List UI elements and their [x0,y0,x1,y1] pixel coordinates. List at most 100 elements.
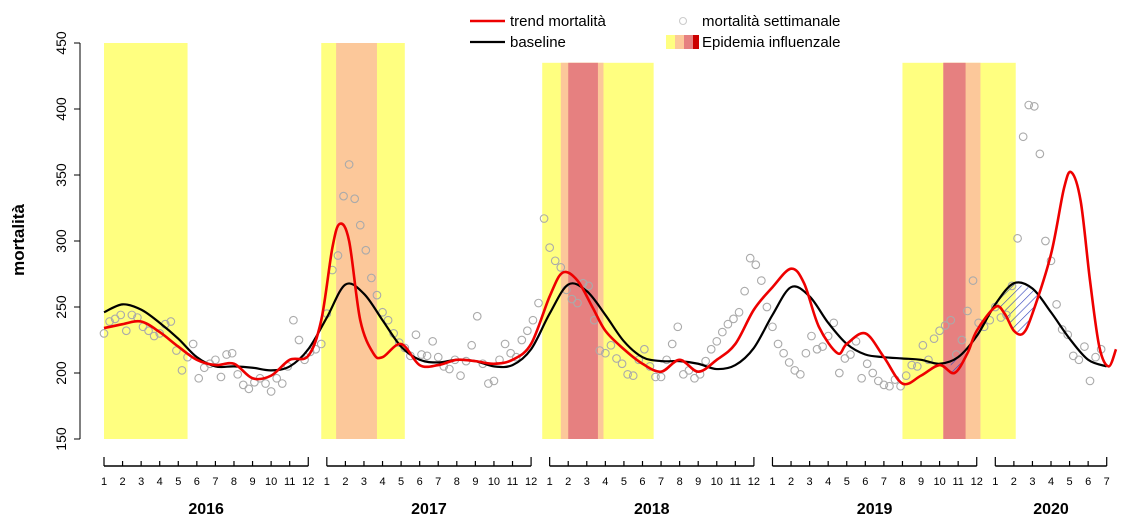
weekly-point [194,373,204,383]
epidemic-bands [104,43,1016,440]
weekly-point [623,369,632,379]
month-tick-label: 5 [844,476,850,488]
weekly-point [233,369,243,379]
weekly-point [857,373,866,383]
weekly-point [712,336,722,346]
weekly-point [807,331,816,341]
weekly-point [1035,149,1045,159]
month-tick-label: 6 [417,476,423,488]
year-label: 2017 [411,501,447,518]
weekly-point [996,313,1006,322]
weekly-point [628,371,638,380]
month-tick-label: 5 [398,476,404,488]
weekly-point [751,260,761,270]
excess-mortality-hatch [950,283,1039,373]
weekly-point [244,384,254,394]
legend: trend mortalità baseline mortalità setti… [470,13,840,51]
weekly-point [957,335,967,345]
weekly-point [149,331,159,341]
month-tick-label: 12 [971,476,983,488]
weekly-point [105,317,114,326]
month-tick-label: 4 [379,476,385,488]
weekly-point [801,348,811,358]
weekly-point [606,340,616,350]
weekly-point [584,281,593,291]
weekly-point [662,355,671,365]
weekly-point [907,360,917,370]
weekly-point [1063,330,1073,340]
weekly-point [846,350,855,359]
weekly-point [656,372,666,382]
month-tick-label: 6 [194,476,200,488]
weekly-point [472,311,482,321]
y-tick-label: 250 [53,295,69,319]
y-axis-label: mortalità [9,204,28,276]
legend-epi-high-swatch [684,35,693,49]
legend-baseline-label: baseline [510,34,566,51]
month-tick-label: 12 [302,476,314,488]
month-tick-label: 8 [231,476,237,488]
weekly-point [834,368,844,378]
weekly-point [717,327,727,337]
weekly-point [121,326,131,336]
weekly-point [261,379,270,388]
month-tick-label: 6 [1085,476,1091,488]
month-tick-label: 5 [1067,476,1073,488]
legend-epi-low-swatch [666,35,675,49]
weekly-point [762,302,772,312]
weekly-mortality-points [99,100,1106,396]
weekly-point [433,352,443,362]
month-tick-label: 10 [711,476,723,488]
month-tick-label: 4 [602,476,608,488]
weekly-point [723,319,733,329]
weekly-point [885,381,894,391]
weekly-point [350,194,360,204]
weekly-point [238,380,248,390]
y-tick-label: 300 [53,229,69,253]
month-tick-label: 1 [547,476,553,488]
weekly-point [773,339,783,349]
month-tick-label: 11 [730,476,741,488]
month-tick-label: 2 [342,476,348,488]
month-tick-label: 11 [284,476,295,488]
weekly-point [1068,351,1078,361]
year-label: 2016 [188,501,224,518]
weekly-point [188,339,198,349]
weekly-point [617,359,627,369]
weekly-point [768,322,777,332]
weekly-point [690,373,699,383]
weekly-point [272,373,282,383]
month-tick-label: 8 [454,476,460,488]
legend-weekly-swatch [678,16,688,26]
weekly-point [394,338,404,347]
month-tick-label: 2 [120,476,126,488]
weekly-point [445,364,454,374]
y-tick-label: 450 [53,31,69,55]
weekly-point [968,276,978,285]
month-tick-label: 8 [899,476,905,488]
month-tick-label: 7 [658,476,664,488]
weekly-point [651,372,660,382]
legend-trend-label: trend mortalità [510,13,607,30]
weekly-point [1007,281,1017,291]
weekly-point [868,368,878,378]
weekly-point [556,263,566,272]
month-tick-label: 11 [507,476,518,488]
month-tick-label: 4 [825,476,831,488]
weekly-point [294,335,304,345]
legend-epidemic-label: Epidemia influenzale [702,34,840,51]
weekly-point [199,363,209,373]
weekly-point [740,286,749,296]
weekly-point [612,354,621,363]
month-tick-label: 4 [1048,476,1054,488]
y-tick-label: 400 [53,97,69,121]
weekly-point [1052,300,1061,309]
weekly-point [1029,102,1039,111]
weekly-point [879,380,889,390]
weekly-point [790,366,800,375]
weekly-point [277,379,287,388]
weekly-point [1057,325,1067,334]
epidemic-band-high [943,62,966,440]
